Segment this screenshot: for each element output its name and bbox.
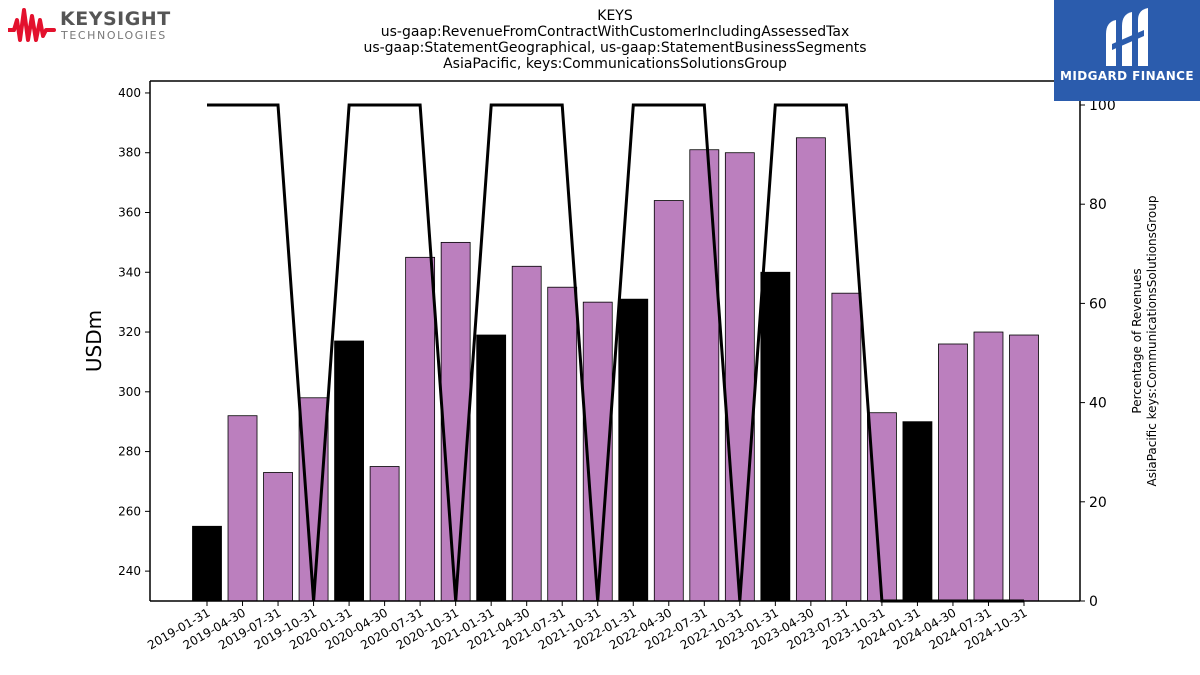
y2-tick-label: 20 [1089, 495, 1107, 511]
chart-title-line-3: us-gaap:StatementGeographical, us-gaap:S… [363, 40, 867, 56]
bar-2022-04-30 [653, 200, 684, 602]
keysight-logo: KEYSIGHT TECHNOLOGIES [8, 6, 178, 46]
chart-title-line-4: AsiaPacific, keys:CommunicationsSolution… [443, 56, 787, 72]
bar-2023-04-30 [795, 137, 826, 602]
bar-2022-10-31 [724, 152, 755, 602]
keysight-brand-text: KEYSIGHT [60, 8, 171, 30]
y-tick-label: 240 [118, 564, 141, 578]
y2-tick-label: 40 [1089, 396, 1107, 412]
bar-2021-04-30 [511, 265, 542, 602]
y-tick-label: 320 [118, 325, 141, 339]
y2-tick-label: 100 [1089, 98, 1116, 114]
bar-2024-10-31 [1009, 334, 1039, 602]
y2-tick-label: 60 [1089, 296, 1107, 312]
y-tick-label: 360 [118, 205, 141, 219]
midgard-brand-text: MIDGARD FINANCE [1060, 69, 1194, 83]
axes-group [149, 80, 1081, 602]
y2-tick-label: 80 [1089, 197, 1107, 213]
y-tick-label: 300 [118, 385, 141, 399]
bar-2019-10-31 [298, 397, 329, 602]
bar-2023-07-31 [831, 292, 862, 602]
y2-axis-label-line-1: Percentage of Revenues [1130, 268, 1144, 413]
keysight-sub-text: TECHNOLOGIES [61, 29, 167, 42]
chart-title-line-1: KEYS [597, 8, 633, 24]
bar-2019-01-31 [192, 525, 222, 602]
bar-2024-01-31 [902, 421, 933, 602]
y-tick-label: 280 [118, 445, 141, 459]
bar-2020-01-31 [334, 340, 364, 602]
bar-2019-07-31 [263, 472, 293, 602]
bar-2021-01-31 [476, 334, 507, 602]
y-tick-label: 380 [118, 146, 141, 160]
chart-title-line-2: us-gaap:RevenueFromContractWithCustomerI… [380, 24, 850, 40]
bar-2020-07-31 [405, 256, 436, 602]
y-tick-label: 260 [118, 504, 141, 518]
y-tick-label: 340 [118, 265, 141, 279]
bar-2022-07-31 [689, 149, 720, 602]
bar-2024-04-30 [938, 343, 968, 602]
percentage-line [207, 103, 1024, 603]
bar-2024-07-31 [973, 331, 1004, 602]
bar-2023-10-31 [867, 412, 897, 602]
midgard-finance-logo: MIDGARD FINANCE [1054, 0, 1200, 101]
bar-2020-10-31 [440, 241, 471, 602]
midgard-emblem-icon [1106, 8, 1148, 66]
bar-2019-04-30 [227, 415, 258, 602]
bar-2020-04-30 [369, 466, 400, 602]
bar-group [192, 137, 1039, 602]
bar-2023-01-31 [760, 271, 791, 602]
bar-2021-07-31 [547, 286, 578, 602]
bar-2022-01-31 [618, 298, 649, 602]
y-axis-label: USDm [82, 310, 106, 372]
y2-tick-label: 0 [1089, 594, 1098, 610]
percentage-line-group [207, 103, 1024, 603]
keysight-wave-icon [8, 8, 56, 42]
y2-axis-label-line-2: AsiaPacific keys:CommunicationsSolutions… [1145, 196, 1159, 487]
y-tick-label: 400 [118, 86, 141, 100]
